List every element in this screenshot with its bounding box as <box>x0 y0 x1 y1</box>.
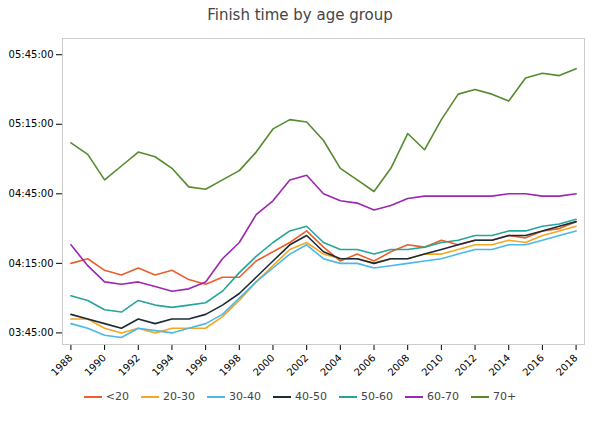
html-text:Finish time by age group: Finish time by age group <box>207 6 393 24</box>
html-text:70+: 70+ <box>492 390 517 403</box>
svg-text:2010: 2010 <box>419 352 445 378</box>
svg-text:1994: 1994 <box>150 352 176 378</box>
svg-text:2004: 2004 <box>318 352 344 378</box>
svg-text:2008: 2008 <box>386 352 412 378</box>
svg-text:2012: 2012 <box>453 352 479 378</box>
html-text:50-60: 50-60 <box>361 390 393 403</box>
svg-text:1996: 1996 <box>184 352 210 378</box>
svg-text:2016: 2016 <box>520 352 546 378</box>
html-text:60-70: 60-70 <box>427 390 459 403</box>
svg-text:04:15:00: 04:15:00 <box>9 258 54 269</box>
svg-text:2006: 2006 <box>352 352 378 378</box>
html-text:20-30: 20-30 <box>163 390 195 403</box>
svg-text:2014: 2014 <box>487 352 513 378</box>
svg-text:05:15:00: 05:15:00 <box>9 118 54 129</box>
svg-text:1992: 1992 <box>116 352 142 378</box>
svg-text:04:45:00: 04:45:00 <box>9 188 54 199</box>
svg-text:1990: 1990 <box>82 352 108 378</box>
svg-text:2002: 2002 <box>285 352 311 378</box>
svg-text:2018: 2018 <box>554 352 580 378</box>
svg-text:05:45:00: 05:45:00 <box>9 49 54 60</box>
html-text:40-50: 40-50 <box>295 390 327 403</box>
svg-text:2000: 2000 <box>251 352 277 378</box>
svg-text:1998: 1998 <box>217 352 243 378</box>
html-text:30-40: 30-40 <box>229 390 261 403</box>
svg-text:03:45:00: 03:45:00 <box>9 327 54 338</box>
svg-text:1988: 1988 <box>49 352 75 378</box>
html-text:<20: <20 <box>105 390 130 403</box>
